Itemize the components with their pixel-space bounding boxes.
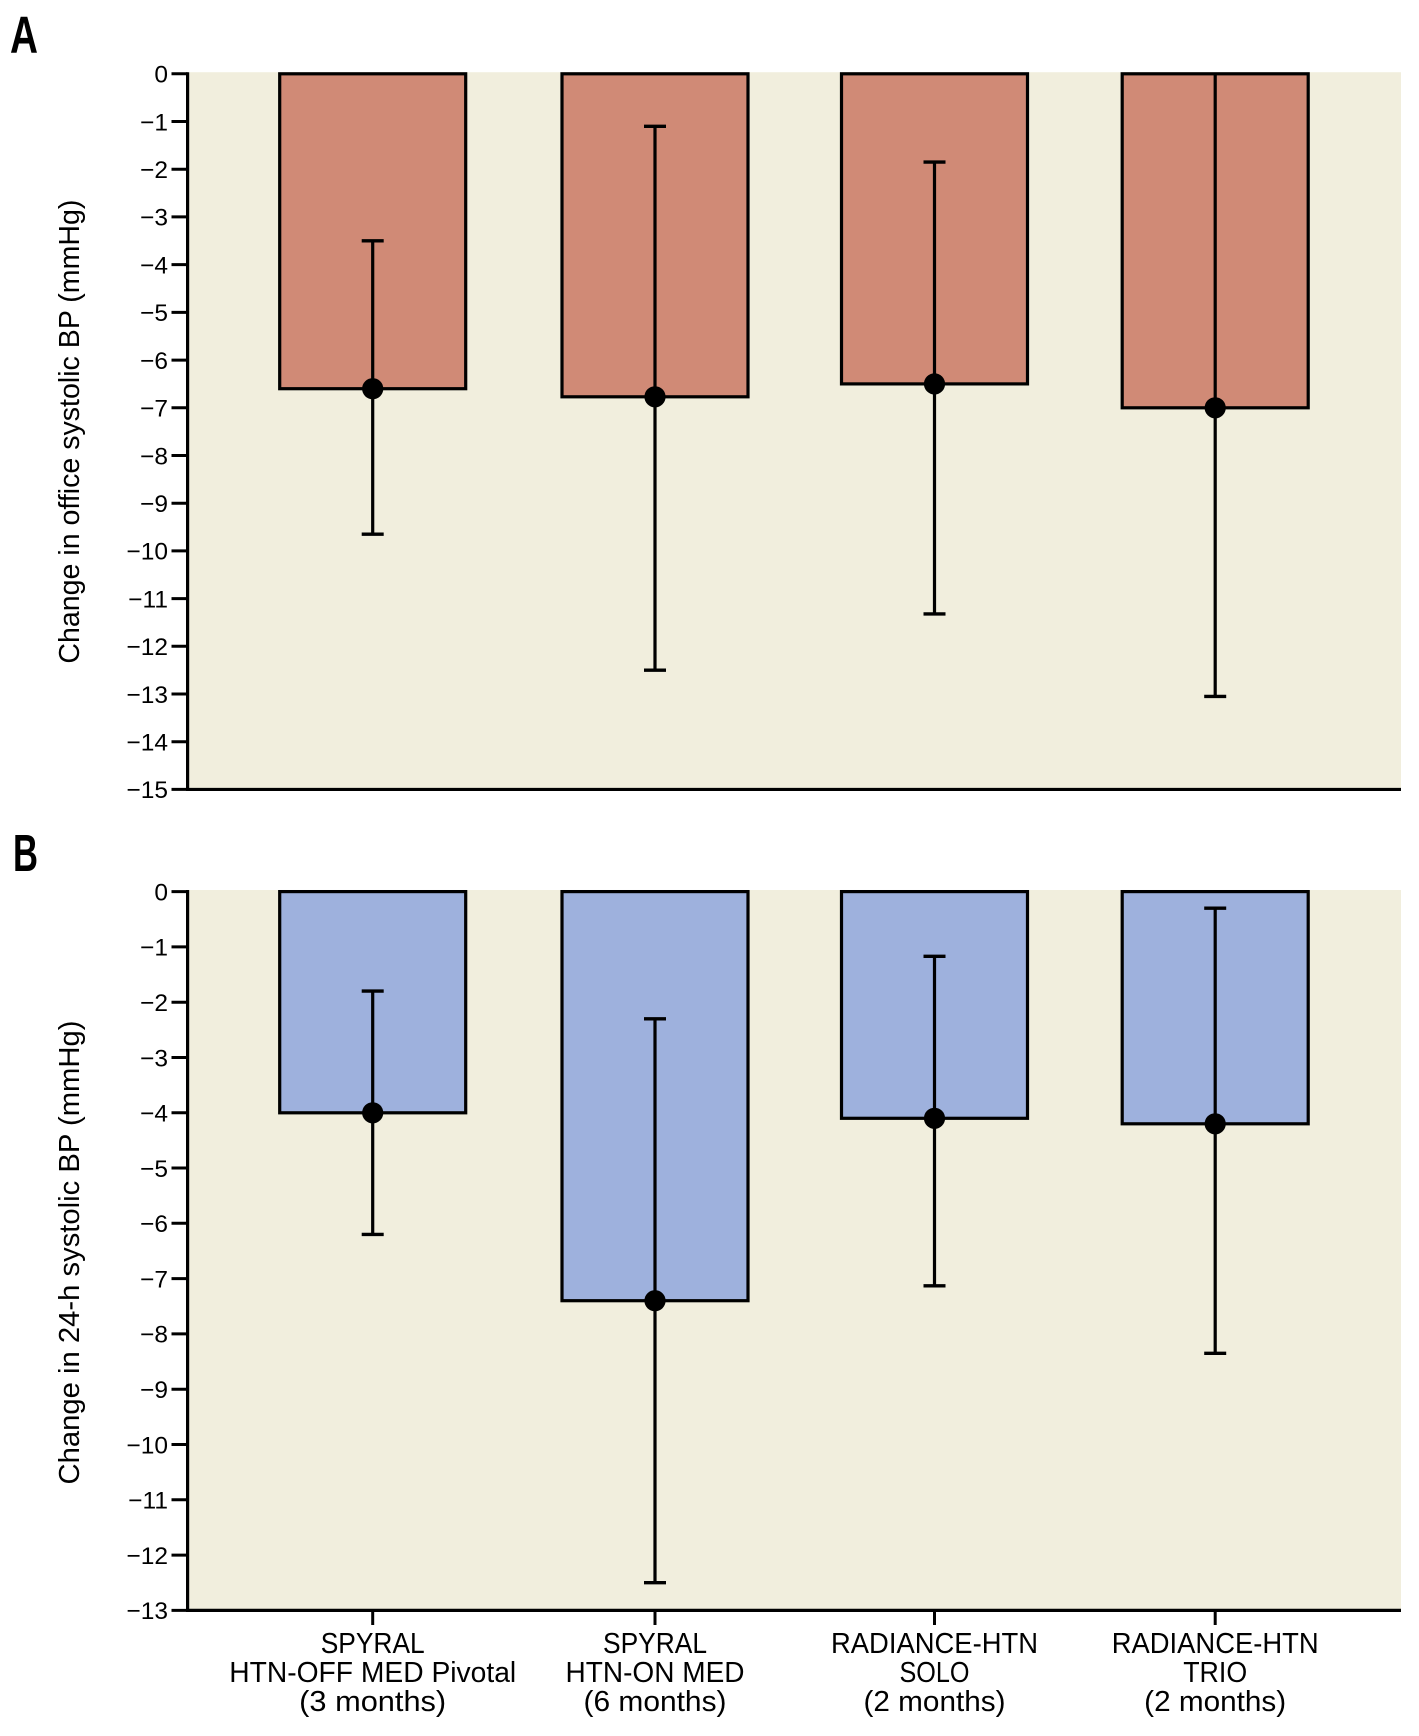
svg-text:−10: −10 <box>126 1432 168 1459</box>
svg-text:−7: −7 <box>140 1266 168 1293</box>
svg-text:−4: −4 <box>140 252 168 279</box>
svg-text:−2: −2 <box>140 990 168 1017</box>
svg-text:RADIANCE-HTN: RADIANCE-HTN <box>831 1628 1038 1660</box>
svg-text:−8: −8 <box>140 1322 168 1349</box>
svg-text:0: 0 <box>154 62 168 89</box>
svg-text:−6: −6 <box>140 1211 168 1238</box>
svg-text:(2 months): (2 months) <box>1144 1686 1286 1718</box>
svg-text:−6: −6 <box>140 348 168 375</box>
svg-text:−13: −13 <box>126 1598 168 1625</box>
svg-text:SOLO: SOLO <box>900 1657 970 1689</box>
svg-text:−1: −1 <box>140 935 168 962</box>
svg-text:−12: −12 <box>126 634 168 661</box>
svg-text:−2: −2 <box>140 157 168 184</box>
svg-text:−12: −12 <box>126 1543 168 1570</box>
svg-text:−15: −15 <box>126 777 168 804</box>
svg-text:−5: −5 <box>140 1156 168 1183</box>
svg-text:Change in 24-h systolic BP (mm: Change in 24-h systolic BP (mmHg) <box>54 1021 86 1485</box>
svg-text:TRIO: TRIO <box>1183 1657 1247 1689</box>
svg-text:HTN-ON MED: HTN-ON MED <box>566 1657 745 1689</box>
svg-text:A: A <box>10 6 38 64</box>
svg-text:−1: −1 <box>140 109 168 136</box>
svg-text:Change in office systolic BP (: Change in office systolic BP (mmHg) <box>54 200 86 664</box>
svg-text:−14: −14 <box>126 730 168 757</box>
svg-text:−11: −11 <box>128 1488 168 1515</box>
svg-text:(3 months): (3 months) <box>299 1686 446 1718</box>
svg-text:SPYRAL: SPYRAL <box>603 1628 707 1660</box>
svg-text:−7: −7 <box>140 396 168 423</box>
svg-text:−3: −3 <box>140 1045 168 1072</box>
svg-text:−10: −10 <box>126 539 168 566</box>
svg-text:−5: −5 <box>140 300 168 327</box>
svg-text:RADIANCE-HTN: RADIANCE-HTN <box>1112 1628 1319 1660</box>
svg-text:−9: −9 <box>140 491 168 518</box>
svg-text:−11: −11 <box>128 586 168 613</box>
svg-text:−13: −13 <box>126 682 168 709</box>
svg-text:(2 months): (2 months) <box>864 1686 1006 1718</box>
svg-text:HTN-OFF MED Pivotal: HTN-OFF MED Pivotal <box>229 1657 516 1689</box>
svg-text:B: B <box>13 824 38 882</box>
svg-text:0: 0 <box>154 879 168 906</box>
svg-text:−4: −4 <box>140 1101 168 1128</box>
svg-text:(6 months): (6 months) <box>584 1686 727 1718</box>
svg-text:−8: −8 <box>140 443 168 470</box>
svg-text:SPYRAL: SPYRAL <box>321 1628 425 1660</box>
svg-text:−9: −9 <box>140 1377 168 1404</box>
svg-text:−3: −3 <box>140 205 168 232</box>
